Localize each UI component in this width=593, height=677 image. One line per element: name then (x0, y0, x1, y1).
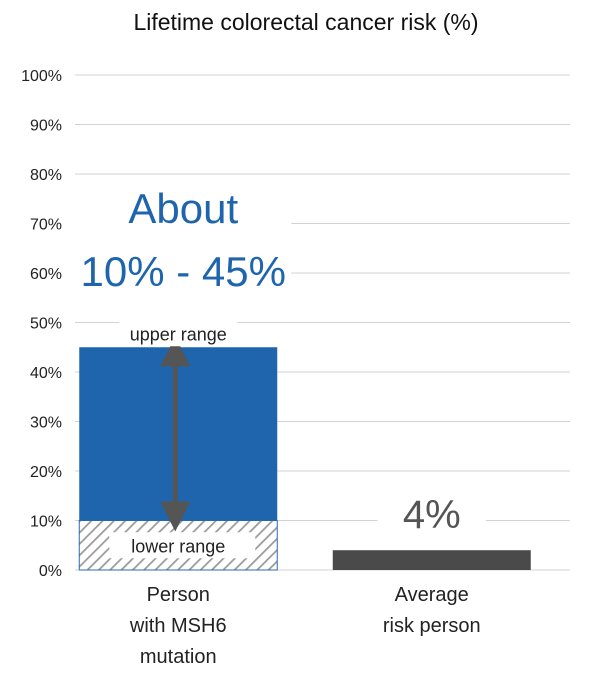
y-tick-label: 0% (39, 563, 62, 580)
y-tick-label: 20% (30, 464, 62, 481)
annotation-text: 10% - 45% (81, 248, 286, 295)
lower-label-bg (109, 532, 256, 559)
bar (332, 550, 531, 570)
y-tick-label: 30% (30, 415, 62, 432)
y-tick-label: 40% (30, 365, 62, 382)
category-label: Person (147, 584, 210, 606)
value-label-bg (377, 482, 486, 533)
y-tick-label: 50% (30, 316, 62, 333)
labels: Person with MSH6 mutation Average risk perso… (66, 178, 486, 668)
category-label: mutation (140, 646, 217, 668)
y-tick-label: 100% (21, 68, 62, 85)
y-tick-label: 60% (30, 266, 62, 283)
y-tick-label: 70% (30, 217, 62, 234)
y-axis-ticks: 0% 10% 20% 30% 40% 50% 60% 70% 80% 90% 100% (21, 68, 62, 580)
annotation-text: About (128, 185, 238, 232)
bar-value-label: 4% (403, 493, 461, 537)
category-label: Average (395, 584, 469, 606)
annotation-bg (66, 178, 292, 300)
category-label: with MSH6 (129, 615, 227, 637)
y-tick-label: 90% (30, 118, 62, 135)
bar-range (79, 347, 278, 521)
category-label: risk person (383, 615, 481, 637)
upper-label-bg (119, 320, 238, 347)
upper-range-label: upper range (130, 324, 227, 344)
chart-title: Lifetime colorectal cancer risk (%) (133, 9, 478, 35)
y-tick-label: 80% (30, 167, 62, 184)
y-tick-label: 10% (30, 514, 62, 531)
lower-range-label: lower range (131, 536, 225, 556)
